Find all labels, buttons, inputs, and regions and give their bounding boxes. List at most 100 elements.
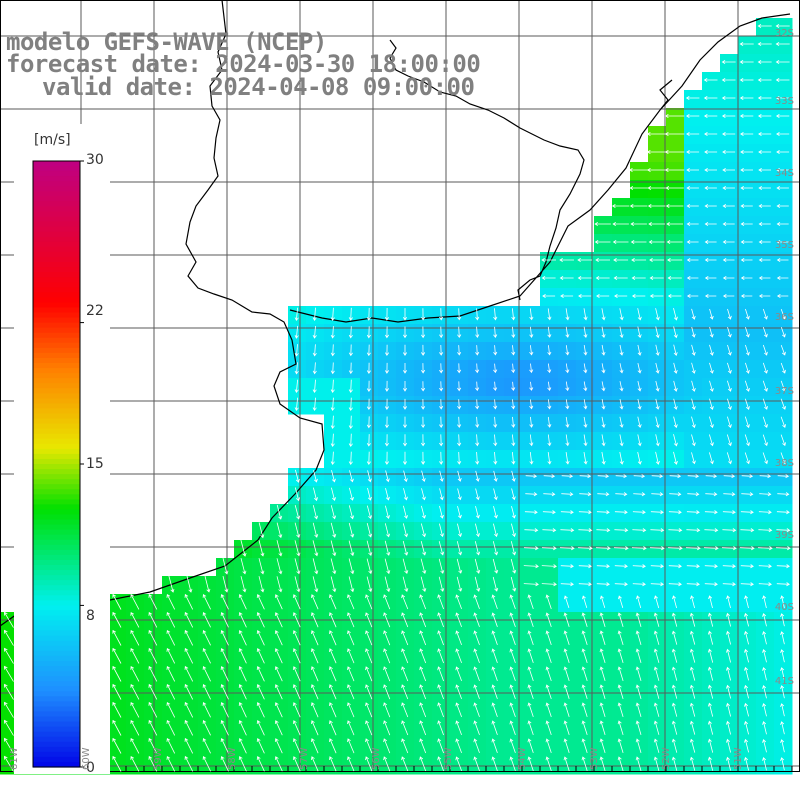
- wind-arrow: [294, 397, 299, 412]
- colorbar-tick-22: 22: [86, 303, 104, 319]
- wind-speed-cell: [558, 270, 577, 289]
- colorbar-segment: [33, 448, 80, 455]
- wind-arrow: [686, 582, 700, 587]
- wind-arrow: [220, 612, 229, 628]
- wind-speed-cell: [558, 522, 577, 541]
- wind-arrow: [330, 379, 335, 394]
- wind-speed-cell: [630, 486, 649, 505]
- wind-arrow: [202, 756, 211, 772]
- wind-speed-cell: [684, 288, 703, 307]
- wind-arrow: [740, 257, 753, 263]
- wind-arrow: [708, 595, 713, 609]
- wind-arrow: [635, 612, 642, 628]
- wind-arrow: [776, 185, 789, 191]
- wind-arrow: [130, 737, 140, 754]
- wind-arrow: [744, 684, 749, 699]
- wind-arrow: [775, 59, 790, 65]
- wind-arrow: [347, 756, 355, 772]
- wind-arrow: [632, 582, 646, 587]
- wind-speed-cell: [666, 108, 685, 127]
- lon-label: 54W: [517, 747, 528, 770]
- wind-arrow: [455, 612, 462, 628]
- wind-speed-cell: [648, 162, 667, 181]
- wind-arrow: [437, 666, 444, 682]
- wind-arrow: [329, 666, 337, 682]
- wind-speed-cell: [648, 198, 667, 217]
- wind-arrow: [583, 326, 588, 339]
- wind-arrow: [563, 666, 570, 682]
- colorbar-segment: [33, 640, 80, 647]
- wind-arrow: [578, 582, 592, 587]
- wind-speed-cell: [774, 54, 793, 73]
- wind-speed-cell: [684, 486, 703, 505]
- wind-arrow: [547, 381, 552, 392]
- wind-arrow: [475, 434, 480, 447]
- wind-arrow: [579, 492, 592, 497]
- wind-speed-cell: [684, 126, 703, 145]
- wind-arrow: [617, 612, 624, 628]
- wind-speed-cell: [522, 540, 541, 559]
- colorbar-segment: [33, 403, 80, 410]
- colorbar-segment: [33, 676, 80, 682]
- wind-arrow: [166, 701, 176, 718]
- colorbar-segment: [33, 464, 80, 470]
- colorbar-segment: [33, 549, 80, 556]
- colorbar-segment: [33, 176, 80, 182]
- wind-arrow: [594, 239, 611, 245]
- wind-arrow: [704, 293, 717, 299]
- wind-arrow: [130, 629, 140, 646]
- wind-arrow: [655, 380, 660, 392]
- wind-arrow: [727, 308, 732, 320]
- wind-arrow: [758, 167, 771, 173]
- wind-arrow: [762, 666, 767, 681]
- wind-arrow: [758, 131, 772, 137]
- wind-arrow: [578, 528, 593, 533]
- wind-arrow: [583, 416, 588, 428]
- wind-arrow: [204, 576, 211, 593]
- lat-label: 38S: [774, 458, 794, 469]
- wind-arrow: [762, 398, 768, 410]
- wind-arrow: [401, 666, 409, 682]
- wind-arrow: [673, 326, 678, 339]
- wind-arrow: [673, 380, 678, 392]
- wind-arrow: [545, 720, 552, 736]
- wind-arrow: [563, 720, 570, 736]
- colorbar-segment: [33, 423, 80, 430]
- wind-arrow: [691, 308, 696, 320]
- wind-speed-cell: [720, 486, 739, 505]
- wind-arrow: [578, 510, 592, 515]
- wind-speed-cell: [738, 144, 757, 163]
- wind-arrow: [457, 416, 462, 428]
- wind-arrow: [777, 474, 790, 479]
- colorbar-segment: [33, 590, 80, 596]
- wind-arrow: [331, 487, 336, 502]
- wind-arrow: [493, 326, 498, 338]
- wind-arrow: [348, 522, 355, 538]
- wind-speed-cell: [0, 666, 19, 685]
- lon-label: 53W: [589, 747, 600, 770]
- wind-arrow: [312, 307, 317, 322]
- wind-arrow: [401, 702, 409, 718]
- wind-speed-cell: [648, 558, 667, 577]
- wind-arrow: [509, 702, 516, 718]
- wind-arrow: [511, 506, 516, 519]
- wind-arrow: [673, 451, 678, 465]
- wind-arrow: [292, 756, 301, 772]
- wind-speed-cell: [576, 468, 595, 487]
- wind-arrow: [202, 702, 211, 718]
- colorbar-segment: [33, 241, 80, 248]
- colorbar-segment: [33, 373, 80, 379]
- wind-speed-cell: [594, 558, 613, 577]
- wind-arrow: [184, 611, 194, 628]
- wind-speed-cell: [702, 144, 721, 163]
- wind-arrow: [630, 221, 647, 227]
- wind-speed-cell: [684, 540, 703, 559]
- wind-speed-cell: [720, 576, 739, 595]
- wind-arrow: [330, 415, 335, 430]
- wind-arrow: [619, 308, 624, 321]
- wind-speed-cell: [738, 108, 757, 127]
- wind-arrow: [780, 434, 786, 447]
- wind-arrow: [650, 564, 664, 569]
- wind-arrow: [722, 582, 736, 587]
- wind-arrow: [384, 558, 391, 575]
